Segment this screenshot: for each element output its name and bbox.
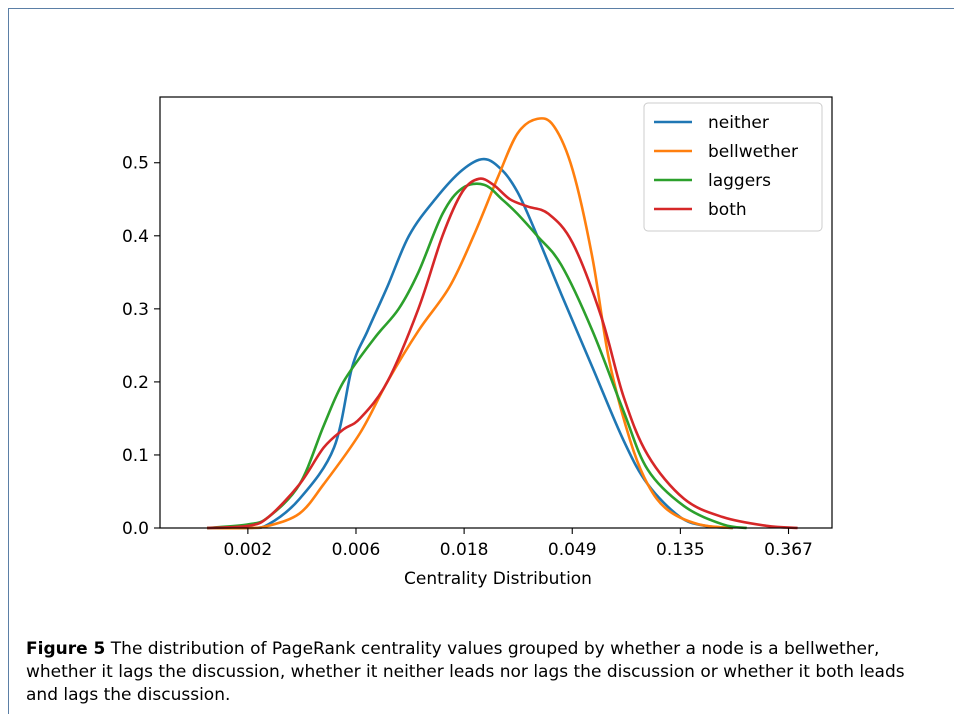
legend-label-both: both [708,200,747,220]
y-tick-label: 0.3 [122,300,149,320]
axes-frame [159,96,833,529]
legend-label-laggers: laggers [708,171,771,191]
plot-area [159,96,833,530]
series-line-bellwether [207,117,734,530]
figure-frame [8,8,954,714]
x-tick-label: 0.006 [332,540,381,560]
series-line-neither [207,157,734,530]
x-tick-label: 0.018 [440,540,489,560]
series-line-both [207,177,798,530]
x-tick-label: 0.367 [764,540,813,560]
x-axis: 0.002 0.006 0.018 0.049 0.135 0.367 [224,528,813,560]
caption-label: Figure 5 [26,639,106,659]
legend-label-bellwether: bellwether [708,142,798,162]
density-chart: 0.002 0.006 0.018 0.049 0.135 0.367 0.0 0.1 0.2… [122,96,833,589]
y-axis: 0.0 0.1 0.2 0.3 0.4 0.5 [122,154,160,539]
x-tick-label: 0.002 [224,540,273,560]
y-tick-label: 0.5 [122,154,149,174]
legend-label-neither: neither [708,113,769,133]
legend: neither bellwether laggers both [643,102,823,232]
y-tick-label: 0.1 [122,446,149,466]
x-axis-label: Centrality Distribution [404,569,592,589]
x-tick-label: 0.049 [548,540,597,560]
caption-text: The distribution of PageRank centrality … [26,639,905,705]
legend-box [643,102,823,232]
x-tick-label: 0.135 [656,540,705,560]
y-tick-label: 0.2 [122,373,149,393]
y-tick-label: 0.0 [122,519,149,539]
figure-caption: Figure 5 The distribution of PageRank ce… [26,638,936,707]
series-line-laggers [206,182,747,530]
y-tick-label: 0.4 [122,227,149,247]
